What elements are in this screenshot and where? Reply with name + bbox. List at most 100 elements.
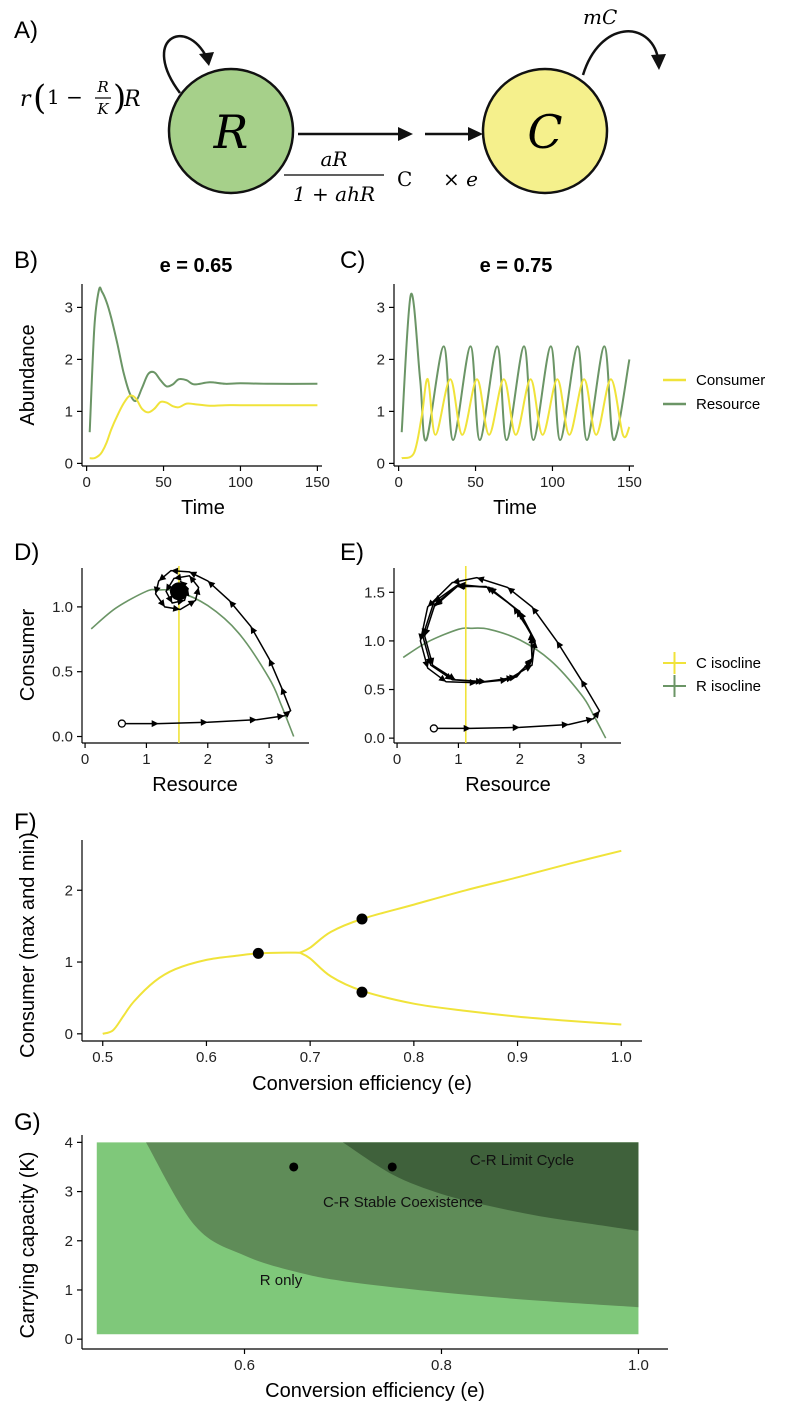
- legend-c-isocline-label: C isocline: [696, 655, 761, 672]
- highlight-point: [356, 913, 368, 925]
- series-line-resource: [88, 286, 318, 433]
- svg-text:1 + ahR: 1 + ahR: [293, 182, 375, 206]
- trajectory-arrowhead: [277, 713, 285, 721]
- trajectory-arrowhead: [512, 724, 520, 732]
- y-tick-label: 2: [65, 351, 73, 368]
- y-tick-label: 1: [65, 403, 73, 420]
- panel-f-chart: Conversion efficiency (e) Consumer (max …: [17, 832, 642, 1095]
- y-tick-label: 1.0: [364, 633, 385, 650]
- panel-label-f: F): [14, 809, 37, 836]
- trajectory-arrowhead: [283, 710, 291, 718]
- y-tick-label: 0.0: [364, 730, 385, 747]
- mortality-term: mC: [583, 5, 617, 29]
- trajectory-arrowhead: [158, 573, 167, 581]
- panel-d-chart: Resource Consumer 0 1 2 3 0.0 0.5 1.0: [17, 566, 309, 796]
- consumer-node: [481, 67, 609, 195]
- legend-isoclines: C isocline R isocline: [663, 652, 761, 697]
- x-tick-label: 0: [81, 751, 89, 768]
- trajectory-arrowhead: [187, 600, 196, 607]
- trajectory-arrowhead: [423, 628, 431, 637]
- trajectory-arrowhead: [513, 606, 521, 615]
- y-tick-label: 0: [65, 1026, 73, 1043]
- highlight-point: [356, 986, 368, 998]
- x-tick-label: 0: [82, 474, 90, 491]
- panel-b-chart: Time Abundance 0 50 100 150 0 1 2 3: [17, 284, 330, 519]
- conversion-arrowhead: [468, 127, 483, 141]
- trajectory-arrowhead: [500, 677, 508, 684]
- x-tick-label: 1: [454, 751, 462, 768]
- y-tick-label: 1: [65, 954, 73, 971]
- trajectory-arrowhead: [422, 660, 430, 669]
- mortality-arrow: [581, 30, 660, 76]
- growth-arrowhead: [199, 52, 214, 66]
- trajectory-arrowhead: [476, 576, 485, 584]
- panel-label-g: G): [14, 1109, 41, 1136]
- trajectory-arrowhead: [457, 583, 465, 590]
- functional-response-term: aR 1 + ahR C: [284, 147, 412, 206]
- svg-text:K: K: [96, 100, 109, 118]
- trajectory-arrowhead: [189, 575, 197, 584]
- svg-text:aR: aR: [321, 147, 348, 171]
- panel-b-ylabel: Abundance: [17, 324, 39, 425]
- trajectory-arrowhead: [509, 674, 517, 682]
- trajectory-arrowhead: [268, 658, 276, 667]
- y-tick-label: 2: [65, 882, 73, 899]
- panel-f-xlabel: Conversion efficiency (e): [252, 1073, 472, 1095]
- y-tick-label: 3: [65, 1184, 73, 1201]
- trajectory-arrowhead: [452, 577, 460, 585]
- trajectory-arrowhead: [153, 586, 161, 594]
- consumer-node-label: C: [527, 105, 562, 159]
- series-line-consumer: [401, 378, 631, 460]
- panel-label-b: B): [14, 247, 38, 274]
- trajectory-arrowhead: [174, 573, 182, 581]
- trajectory-arrowhead: [581, 679, 588, 688]
- x-tick-label: 0.6: [196, 1049, 217, 1066]
- growth-term: r ( 1 − R K ) R: [20, 78, 141, 118]
- y-tick-label: 1: [65, 1282, 73, 1299]
- y-tick-label: 1.0: [52, 599, 73, 616]
- trajectory-arrowhead: [524, 658, 532, 666]
- panel-g-chart: R only C-R Stable Coexistence C-R Limit …: [17, 1134, 668, 1402]
- diagram: R C r ( 1 − R K ) R aR 1 + ahR C × e: [20, 5, 666, 206]
- trajectory: [121, 569, 292, 725]
- consumption-arrowhead: [398, 127, 413, 141]
- x-tick-label: 2: [516, 751, 524, 768]
- svg-text:R: R: [96, 78, 108, 96]
- y-tick-label: 0: [65, 1331, 73, 1348]
- trajectory-arrowhead: [486, 586, 494, 594]
- y-tick-label: 0.5: [364, 682, 385, 699]
- y-tick-label: 2: [65, 1233, 73, 1250]
- x-tick-label: 100: [540, 474, 565, 491]
- x-tick-label: 0.9: [507, 1049, 528, 1066]
- trajectory-arrowhead: [524, 665, 532, 672]
- panel-c-chart: Time 0 50 100 150 0 1 2 3: [377, 284, 642, 519]
- x-tick-label: 0: [394, 474, 402, 491]
- trajectory-arrowhead: [250, 626, 258, 635]
- x-tick-label: 0.8: [403, 1049, 424, 1066]
- resource-node: [167, 67, 295, 195]
- trajectory-arrowhead: [165, 595, 173, 603]
- x-tick-label: 50: [155, 474, 172, 491]
- legend-timeseries: Consumer Resource: [663, 372, 765, 413]
- y-tick-label: 2: [377, 351, 385, 368]
- x-tick-label: 0.8: [431, 1357, 452, 1374]
- panel-b-xlabel: Time: [181, 497, 225, 519]
- panel-e-chart: Resource 0 1 2 3 0.0 0.5 1.0 1.5: [364, 566, 621, 796]
- y-tick-label: 0: [65, 455, 73, 472]
- y-tick-label: 4: [65, 1134, 73, 1151]
- svg-text:): ): [113, 78, 126, 118]
- trajectory-arrowhead: [463, 724, 471, 732]
- series-line-consumer: [89, 394, 318, 460]
- x-tick-label: 2: [204, 751, 212, 768]
- trajectory-arrowhead: [172, 604, 181, 612]
- panel-g-xlabel: Conversion efficiency (e): [265, 1380, 485, 1402]
- legend-resource-label: Resource: [696, 396, 760, 413]
- trajectory-arrowhead: [280, 687, 288, 696]
- y-tick-label: 1: [377, 403, 385, 420]
- min-branch: [299, 951, 622, 1026]
- highlight-point: [387, 1162, 397, 1172]
- resource-node-label: R: [213, 105, 249, 159]
- svg-text:r: r: [20, 87, 32, 112]
- panel-label-e: E): [340, 539, 364, 566]
- trajectory-arrowhead: [171, 567, 179, 575]
